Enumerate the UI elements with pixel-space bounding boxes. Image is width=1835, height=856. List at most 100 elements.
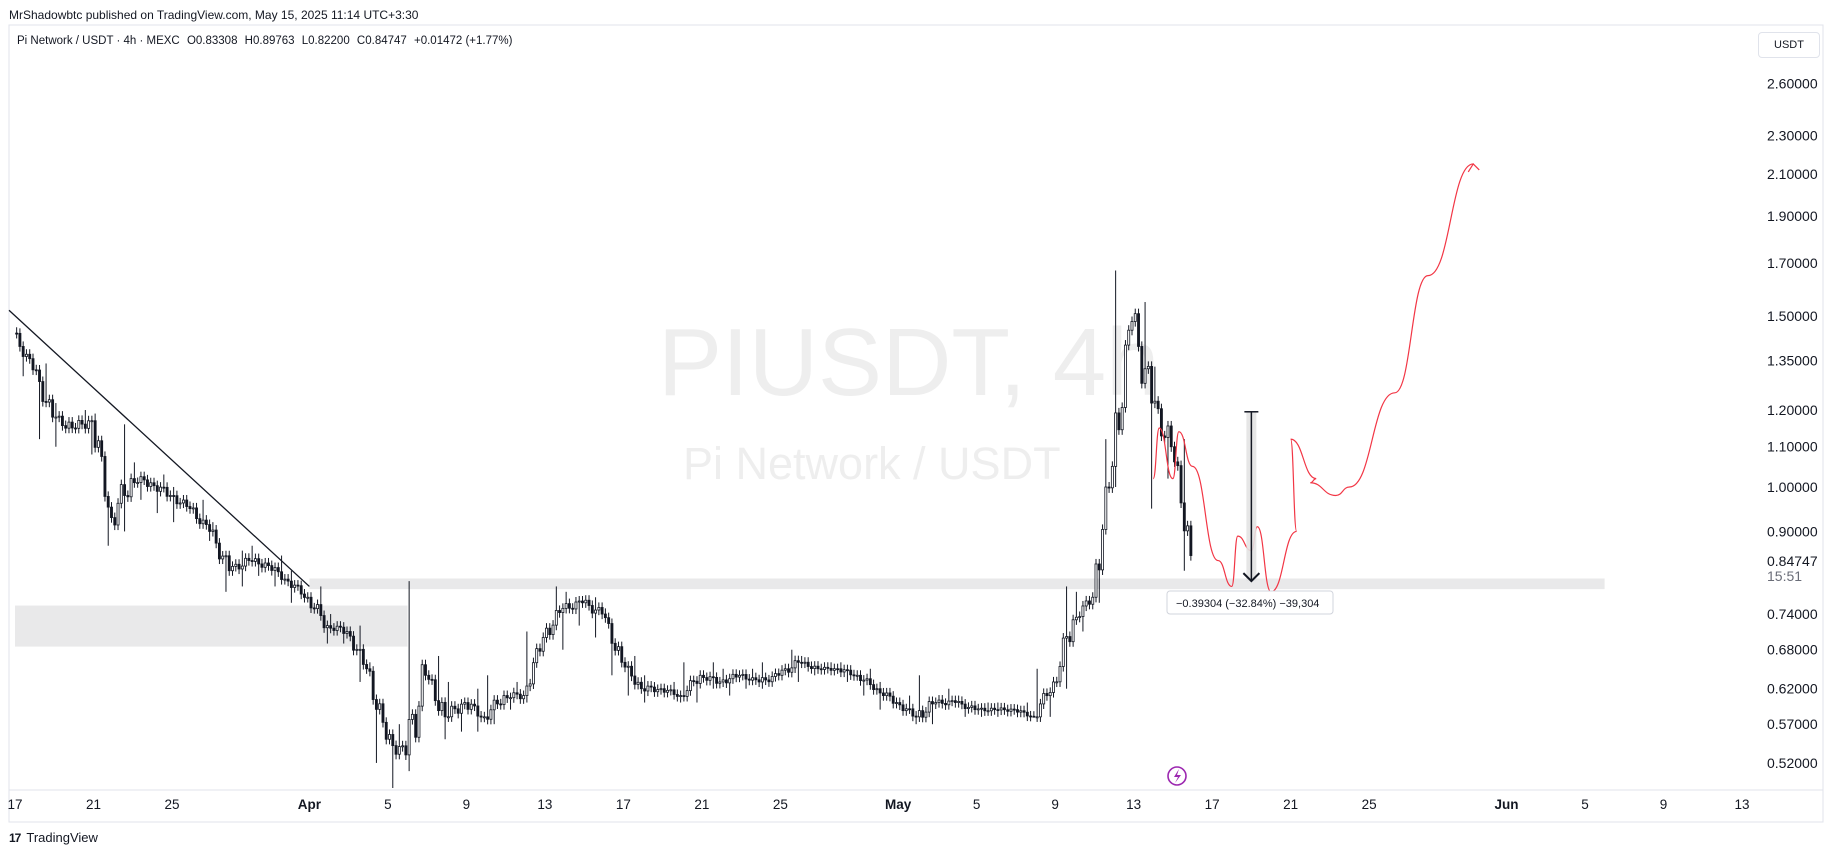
candle [538, 643, 542, 657]
candle [1169, 420, 1173, 452]
candle [250, 545, 254, 567]
candle [342, 622, 346, 644]
candle [1104, 439, 1108, 535]
candle [198, 513, 202, 529]
time-tick-label: Apr [298, 797, 322, 812]
candle [90, 415, 94, 455]
candle [325, 620, 329, 644]
candle [450, 701, 454, 722]
candle [738, 670, 741, 683]
candle [132, 462, 136, 488]
candle [767, 674, 771, 687]
candle [515, 681, 519, 700]
candle [721, 668, 725, 688]
price-tick-label: 2.10000 [1767, 166, 1818, 182]
ohlc-high: H0.89763 [244, 35, 295, 47]
candle [44, 363, 48, 408]
candle [1009, 704, 1013, 717]
candle [273, 562, 277, 587]
drawings-layer [8, 162, 1480, 593]
tradingview-logo-icon: 17 [9, 830, 21, 845]
candle [195, 502, 198, 524]
candle [518, 689, 522, 704]
candle [1058, 661, 1062, 687]
support-zone-0[interactable] [15, 605, 408, 647]
candle [204, 515, 208, 530]
candle [211, 522, 215, 537]
candle [67, 417, 71, 434]
candle [653, 682, 656, 697]
candle [407, 581, 411, 772]
candle [1179, 460, 1183, 508]
candle [669, 684, 673, 696]
candle [594, 597, 598, 638]
symbol-name[interactable]: Pi Network / USDT · 4h · MEXC [17, 35, 180, 47]
candle [646, 681, 650, 697]
candle [1146, 361, 1150, 374]
candle [116, 498, 120, 531]
candle [1130, 316, 1134, 336]
candle [976, 703, 980, 715]
candle [47, 394, 51, 408]
candle [842, 664, 846, 678]
candle [554, 586, 558, 631]
candle [1107, 481, 1111, 493]
candle [146, 474, 149, 492]
price-tick-label: 1.35000 [1767, 352, 1818, 368]
candle [312, 602, 316, 614]
candle [630, 661, 633, 682]
candle [440, 697, 444, 716]
candle [564, 591, 568, 614]
candle [620, 641, 624, 668]
price-tick-label: 1.70000 [1767, 255, 1818, 271]
time-axis[interactable]: 17 21 25 Apr 5 9 13 17 21 25 May 5 9 13 17 21 25 Jun 5 9 13 [7, 797, 1749, 812]
lightning-event-icon[interactable] [1167, 766, 1187, 786]
candle [682, 662, 686, 702]
candle [908, 695, 912, 714]
candle [149, 477, 153, 492]
candle [675, 689, 679, 702]
candle [208, 519, 212, 541]
candle [244, 553, 248, 572]
candle [603, 608, 607, 623]
price-tick-label: 0.90000 [1767, 523, 1818, 539]
candle [692, 675, 696, 687]
candle [764, 672, 768, 686]
watermark-name: Pi Network / USDT [683, 438, 1061, 489]
candle [361, 644, 365, 670]
candle [263, 557, 267, 573]
footer-brand[interactable]: 17 TradingView [9, 830, 98, 845]
price-tick-label: 0.52000 [1767, 755, 1818, 771]
candle [741, 669, 745, 681]
candle [623, 657, 627, 673]
candle [388, 729, 391, 745]
candle [1068, 631, 1072, 647]
price-tick-label: 1.50000 [1767, 308, 1818, 324]
candle [424, 659, 427, 681]
candle [970, 700, 974, 713]
support-zone-1[interactable] [309, 578, 1605, 590]
candle [469, 699, 473, 715]
time-tick-label: 25 [164, 797, 179, 812]
candle [885, 687, 889, 701]
candle [276, 562, 280, 577]
candle [679, 690, 683, 703]
candle [456, 703, 460, 719]
projection-path[interactable] [1152, 163, 1474, 593]
candle [162, 474, 166, 493]
candle [420, 659, 424, 712]
time-tick-label: 17 [7, 797, 22, 812]
price-axis[interactable]: 2.60000 2.30000 2.10000 1.90000 1.70000 1.500… [1767, 76, 1818, 771]
price-tick-label: 1.00000 [1767, 479, 1818, 495]
candle [142, 471, 146, 485]
candle [967, 702, 970, 714]
candle [410, 709, 414, 725]
currency-button[interactable]: USDT [1758, 32, 1820, 58]
candle [1055, 676, 1059, 688]
resistance-trendline[interactable] [8, 309, 310, 587]
candle [339, 621, 342, 633]
candle [1061, 633, 1065, 672]
candle [888, 687, 892, 702]
candle [649, 681, 653, 693]
